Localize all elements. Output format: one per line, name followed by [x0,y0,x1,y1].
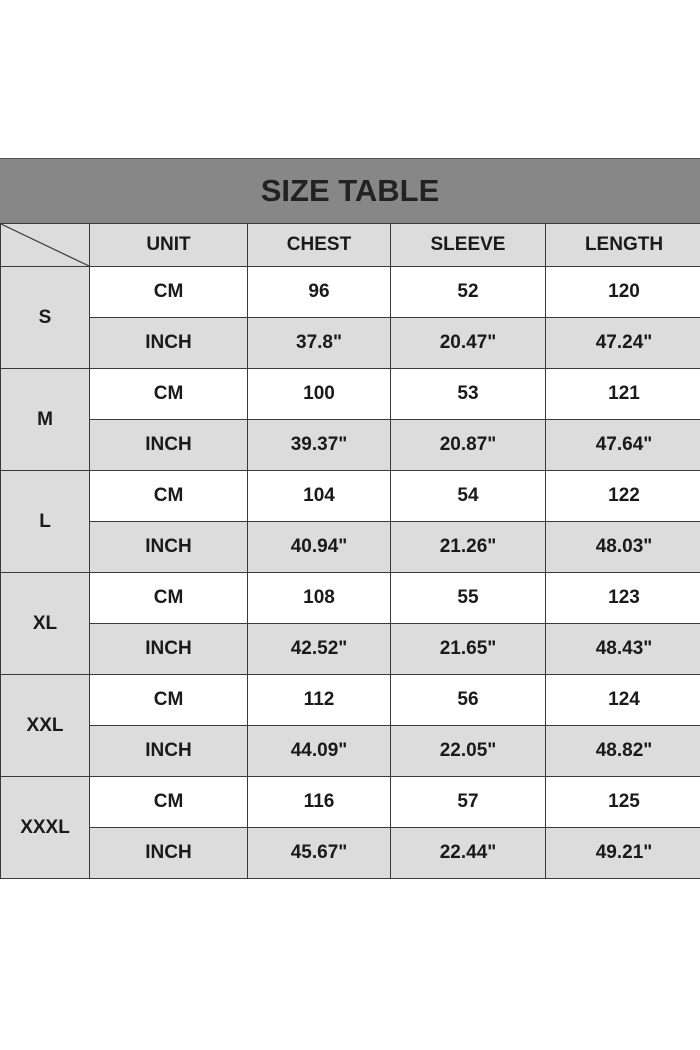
unit-cell: CM [89,266,248,318]
header-unit: UNIT [89,223,248,267]
header-sleeve: SLEEVE [390,223,546,267]
unit-cell: INCH [89,827,248,879]
unit-cell: INCH [89,419,248,471]
table-row-m-cm: M CM 100 53 121 [0,368,700,471]
table-row-xxxl-inch: INCH 45.67" 22.44" 49.21" [1,827,700,879]
chest-cell: 104 [247,470,391,522]
table-row-xxl-cm: XXL CM 112 56 124 [0,674,700,777]
chest-cell: 40.94" [247,521,391,573]
sleeve-cell: 54 [390,470,546,522]
chest-cell: 37.8" [247,317,391,369]
table-row-xxxl-cm: XXXL CM 116 57 125 [0,776,700,879]
length-cell: 49.21" [545,827,700,879]
table-row-xl-inch: INCH 42.52" 21.65" 48.43" [1,623,700,675]
table-row-s-inch: INCH 37.8" 20.47" 47.24" [1,317,700,369]
table-row-xxl-inch: INCH 44.09" 22.05" 48.82" [1,725,700,777]
length-cell: 48.03" [545,521,700,573]
sleeve-cell: 56 [390,674,546,726]
unit-cell: CM [89,368,248,420]
length-cell: 121 [545,368,700,420]
unit-cell: CM [89,470,248,522]
chest-cell: 108 [247,572,391,624]
diagonal-divider [1,224,89,266]
unit-cell: INCH [89,725,248,777]
size-table: UNIT CHEST SLEEVE LENGTH S CM 96 52 120 INCH 3… [0,223,700,879]
length-cell: 123 [545,572,700,624]
chest-cell: 44.09" [247,725,391,777]
chest-cell: 112 [247,674,391,726]
unit-cell: INCH [89,521,248,573]
size-label: S [0,266,90,369]
sleeve-cell: 52 [390,266,546,318]
length-cell: 124 [545,674,700,726]
header-length: LENGTH [545,223,700,267]
chest-cell: 42.52" [247,623,391,675]
sleeve-cell: 20.87" [390,419,546,471]
unit-cell: CM [89,674,248,726]
sleeve-cell: 21.26" [390,521,546,573]
size-table-title: SIZE TABLE [0,158,700,223]
table-row-xl-cm: XL CM 108 55 123 [0,572,700,675]
chest-cell: 39.37" [247,419,391,471]
unit-cell: CM [89,572,248,624]
size-label: XL [0,572,90,675]
chest-cell: 116 [247,776,391,828]
corner-cell [0,223,90,267]
unit-cell: CM [89,776,248,828]
unit-cell: INCH [89,623,248,675]
length-cell: 120 [545,266,700,318]
sleeve-cell: 22.44" [390,827,546,879]
header-row: UNIT CHEST SLEEVE LENGTH [0,223,700,267]
sleeve-cell: 57 [390,776,546,828]
sleeve-cell: 53 [390,368,546,420]
chest-cell: 96 [247,266,391,318]
size-label: L [0,470,90,573]
size-label: M [0,368,90,471]
sleeve-cell: 55 [390,572,546,624]
unit-cell: INCH [89,317,248,369]
length-cell: 122 [545,470,700,522]
sleeve-cell: 21.65" [390,623,546,675]
length-cell: 47.24" [545,317,700,369]
length-cell: 48.43" [545,623,700,675]
sleeve-cell: 20.47" [390,317,546,369]
table-row-l-cm: L CM 104 54 122 [0,470,700,573]
length-cell: 48.82" [545,725,700,777]
length-cell: 125 [545,776,700,828]
sleeve-cell: 22.05" [390,725,546,777]
length-cell: 47.64" [545,419,700,471]
size-label: XXL [0,674,90,777]
chest-cell: 100 [247,368,391,420]
size-label: XXXL [0,776,90,879]
table-row-m-inch: INCH 39.37" 20.87" 47.64" [1,419,700,471]
header-chest: CHEST [247,223,391,267]
chest-cell: 45.67" [247,827,391,879]
table-row-l-inch: INCH 40.94" 21.26" 48.03" [1,521,700,573]
table-row-s-cm: S CM 96 52 120 [0,266,700,369]
